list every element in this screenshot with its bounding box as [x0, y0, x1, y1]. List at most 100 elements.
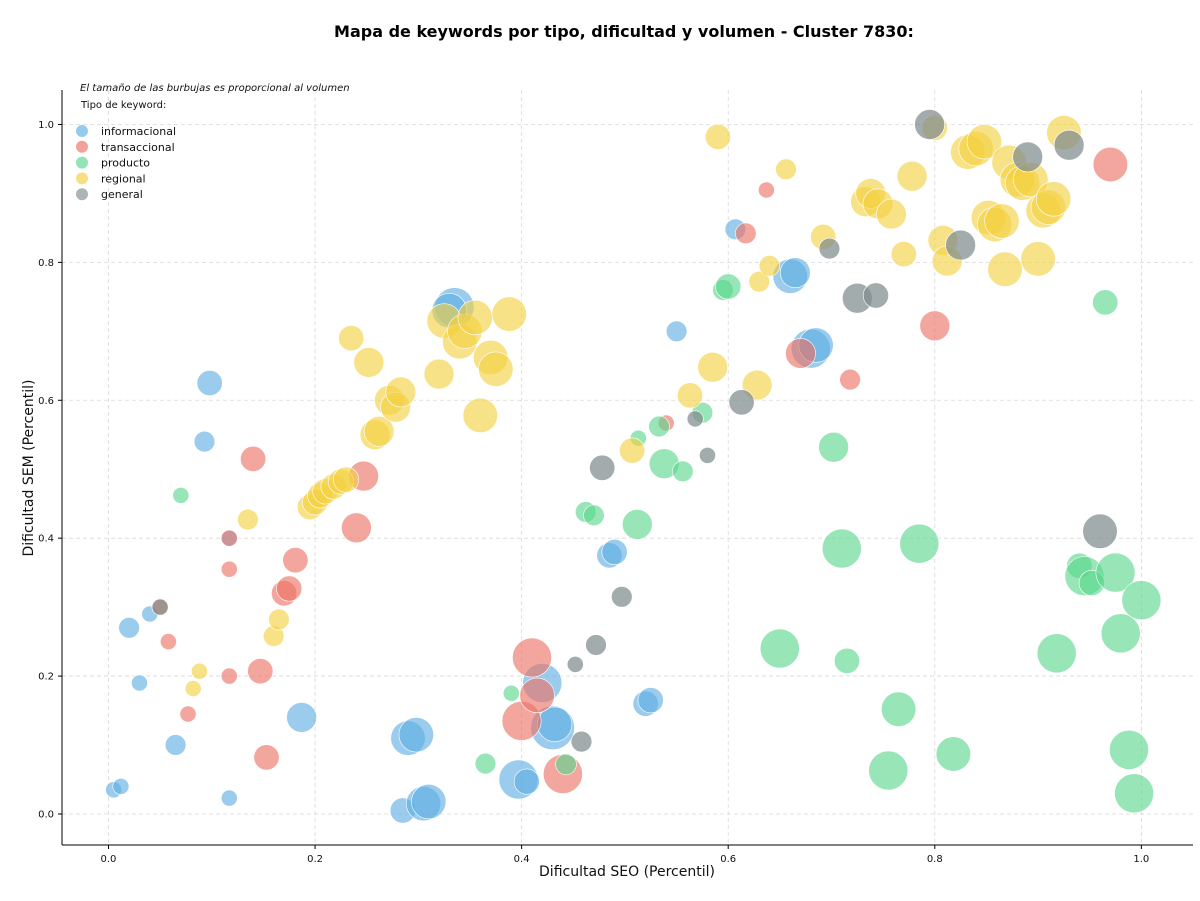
- bubble-regional: [491, 296, 527, 332]
- bubble-transaccional: [220, 529, 238, 547]
- legend-item-regional: regional: [76, 172, 146, 185]
- bubble-transaccional: [282, 547, 309, 574]
- bubble-general: [566, 656, 584, 673]
- bubble-producto: [1109, 729, 1149, 770]
- bubble-regional: [190, 662, 208, 680]
- y-axis-ticks: 0.0 0.2 0.4 0.6 0.8 1.0: [38, 120, 62, 820]
- bubble-regional: [478, 351, 514, 387]
- legend: informacional transaccional producto region…: [76, 125, 176, 201]
- bubble-regional: [984, 203, 1020, 239]
- x-tick-label: 0.2: [307, 854, 323, 865]
- bubble-regional: [676, 382, 703, 409]
- legend-item-informacional: informacional: [76, 125, 176, 138]
- legend-label: producto: [101, 157, 150, 170]
- bubble-transaccional: [758, 181, 775, 199]
- bubble-regional: [457, 299, 493, 336]
- x-tick-label: 0.4: [514, 854, 530, 865]
- bubble-producto: [502, 684, 520, 702]
- bubble-producto: [935, 736, 972, 772]
- bubble-producto: [899, 523, 940, 564]
- bubble-regional: [1035, 181, 1072, 217]
- bubble-regional: [237, 508, 259, 531]
- bubble-regional: [619, 437, 646, 464]
- legend-label: general: [101, 188, 143, 201]
- bubble-general: [585, 634, 607, 656]
- bubble-informacional: [193, 430, 216, 453]
- bubble-producto: [474, 752, 497, 775]
- bubble-informacional: [779, 257, 811, 289]
- bubble-regional: [385, 376, 417, 408]
- series-transaccional: [151, 146, 1128, 794]
- bubble-general: [1053, 129, 1085, 161]
- bubble-informacional: [398, 717, 434, 753]
- grid: [62, 90, 1193, 845]
- bubble-informacional: [220, 789, 238, 807]
- bubble-regional: [896, 160, 928, 192]
- bubble-producto: [1100, 613, 1141, 654]
- bubble-producto: [1092, 289, 1119, 316]
- bubble-transaccional: [179, 705, 197, 723]
- legend-item-transaccional: transaccional: [76, 140, 175, 154]
- y-axis-label: Dificultad SEM (Percentil): [21, 380, 37, 557]
- bubble-producto: [868, 750, 909, 791]
- y-tick-label: 0.0: [38, 809, 54, 820]
- bubble-regional: [353, 347, 385, 378]
- bubble-producto: [715, 273, 742, 300]
- bubble-producto: [821, 528, 862, 569]
- bubble-transaccional: [839, 368, 861, 391]
- legend-label: regional: [101, 172, 146, 185]
- bubble-informacional: [164, 734, 187, 756]
- bubble-general: [728, 389, 755, 416]
- bubble-informacional: [513, 768, 540, 795]
- bubble-transaccional: [785, 338, 816, 369]
- bubble-producto: [833, 647, 860, 674]
- x-tick-label: 1.0: [1133, 854, 1149, 865]
- bubble-informacional: [637, 687, 664, 714]
- y-tick-label: 1.0: [38, 120, 54, 131]
- bubble-regional: [363, 415, 395, 447]
- series-producto: [172, 273, 1162, 814]
- bubble-transaccional: [220, 560, 238, 578]
- bubble-regional: [890, 241, 917, 268]
- bubble-regional: [332, 466, 359, 493]
- legend-item-producto: producto: [76, 156, 150, 170]
- bubble-informacional: [537, 706, 573, 742]
- bubble-regional: [987, 251, 1023, 287]
- bubble-regional: [748, 271, 770, 293]
- bubble-general: [1082, 513, 1118, 549]
- bubble-informacional: [601, 538, 628, 565]
- bubble-producto: [1121, 580, 1162, 621]
- bubble-informacional: [411, 783, 447, 820]
- x-axis-label: Dificultad SEO (Percentil): [539, 864, 715, 880]
- bubble-producto: [583, 504, 605, 527]
- bubble-general: [914, 109, 945, 140]
- legend-marker: [76, 125, 88, 137]
- x-tick-label: 0.8: [927, 854, 943, 865]
- legend-title: Tipo de keyword:: [80, 100, 166, 111]
- bubble-transaccional: [341, 512, 372, 544]
- bubble-general: [686, 410, 704, 428]
- volume-note: El tamaño de las burbujas es proporciona…: [80, 83, 350, 94]
- bubble-general: [945, 229, 976, 261]
- bubble-producto: [555, 753, 577, 775]
- legend-marker: [76, 172, 88, 185]
- bubble-regional: [697, 351, 729, 383]
- bubble-regional: [268, 608, 290, 631]
- bubble-informacional: [286, 702, 317, 733]
- bubble-regional: [758, 255, 781, 277]
- bubble-transaccional: [519, 677, 555, 714]
- bubble-informacional: [131, 674, 148, 692]
- bubble-regional: [462, 397, 498, 434]
- bubble-informacional: [112, 778, 130, 795]
- legend-label: transaccional: [101, 141, 175, 154]
- bubble-regional: [184, 680, 202, 697]
- x-axis-ticks: 0.0 0.2 0.4 0.6 0.8 1.0: [101, 845, 1149, 865]
- legend-marker: [76, 140, 88, 153]
- bubble-producto: [1036, 633, 1077, 674]
- bubble-informacional: [665, 320, 688, 342]
- bubble-transaccional: [159, 633, 177, 651]
- bubble-regional: [775, 158, 797, 181]
- y-tick-label: 0.8: [38, 258, 54, 269]
- bubble-general: [1012, 141, 1043, 173]
